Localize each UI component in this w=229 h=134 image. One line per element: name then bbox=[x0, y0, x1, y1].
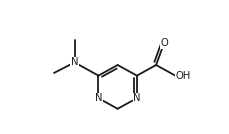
Text: O: O bbox=[159, 38, 167, 48]
Text: N: N bbox=[71, 57, 78, 67]
Text: N: N bbox=[133, 93, 140, 103]
Text: OH: OH bbox=[174, 71, 190, 81]
Text: N: N bbox=[94, 93, 102, 103]
